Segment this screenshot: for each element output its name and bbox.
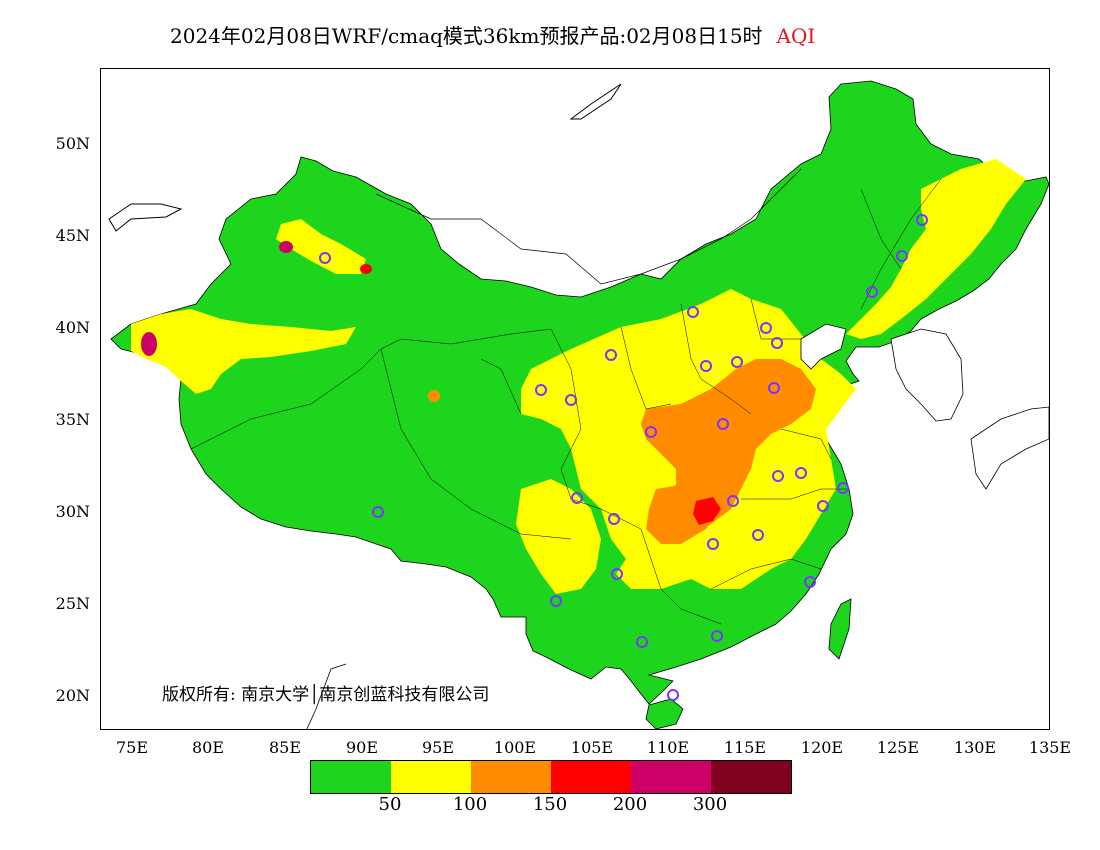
bohai-sea: [800, 323, 847, 370]
hotspot-urumqi: [279, 241, 293, 253]
aqi-legend: [310, 760, 792, 794]
city-marker: [771, 337, 783, 349]
legend-label-50: 50: [378, 794, 402, 815]
city-marker: [645, 426, 657, 438]
legend-label-200: 200: [612, 794, 648, 815]
city-marker: [372, 506, 384, 518]
city-marker: [700, 360, 712, 372]
south-asia-coast: [306, 663, 347, 729]
lon-label-105e: 105E: [570, 738, 614, 757]
lon-label-80e: 80E: [191, 738, 225, 757]
usg-region-hubei: [646, 484, 721, 544]
korea-peninsula: [890, 328, 964, 422]
city-marker: [731, 356, 743, 368]
city-markers: [319, 214, 928, 701]
mongolia-border: [375, 168, 802, 285]
city-marker: [711, 630, 723, 642]
legend-swatch-usg: [471, 761, 551, 793]
legend-swatch-good: [311, 761, 391, 793]
city-marker: [817, 500, 829, 512]
city-marker: [752, 529, 764, 541]
city-marker: [687, 306, 699, 318]
city-marker: [772, 470, 784, 482]
lon-label-100e: 100E: [493, 738, 537, 757]
lat-label-40n: 40N: [55, 318, 90, 337]
lon-label-90e: 90E: [345, 738, 379, 757]
city-marker: [717, 418, 729, 430]
lat-label-20n: 20N: [55, 686, 90, 705]
lat-label-45n: 45N: [55, 226, 90, 245]
province-boundaries: [190, 178, 942, 625]
city-marker: [636, 636, 648, 648]
unhealthy-region-hunan: [693, 497, 721, 525]
map-title: 2024年02月08日WRF/cmaq模式36km预报产品:02月08日15时 A…: [170, 20, 815, 49]
legend-swatch-very-unhealthy: [631, 761, 711, 793]
city-marker: [535, 384, 547, 396]
lat-label-50n: 50N: [55, 134, 90, 153]
city-marker: [605, 349, 617, 361]
hotspot-turpan: [360, 264, 372, 274]
lon-label-135e: 135E: [1028, 738, 1072, 757]
lat-label-35n: 35N: [55, 410, 90, 429]
legend-label-150: 150: [532, 794, 568, 815]
taiwan-island: [828, 598, 852, 660]
city-marker: [611, 568, 623, 580]
legend-swatch-unhealthy: [551, 761, 631, 793]
city-marker: [707, 538, 719, 550]
city-marker: [565, 394, 577, 406]
legend-swatch-moderate: [391, 761, 471, 793]
city-marker: [768, 382, 780, 394]
aqi-map: [108, 80, 1049, 729]
legend-label-300: 300: [692, 794, 728, 815]
lon-label-75e: 75E: [115, 738, 149, 757]
japan-islands: [970, 406, 1049, 490]
central-asia-lake: [108, 203, 183, 232]
baikal-lake: [569, 83, 622, 120]
city-marker: [896, 250, 908, 262]
hotspot-kashgar: [141, 332, 157, 356]
city-marker: [727, 495, 739, 507]
map-frame: [100, 68, 1050, 730]
lat-label-25n: 25N: [55, 594, 90, 613]
city-marker: [804, 576, 816, 588]
city-marker: [319, 252, 331, 264]
lon-label-130e: 130E: [953, 738, 997, 757]
title-text: 2024年02月08日WRF/cmaq模式36km预报产品:02月08日15时: [170, 24, 763, 48]
moderate-region-xinjiang: [131, 309, 356, 394]
lat-label-30n: 30N: [55, 502, 90, 521]
moderate-region-north-xinjiang: [276, 219, 366, 274]
city-marker: [760, 322, 772, 334]
lon-label-85e: 85E: [268, 738, 302, 757]
city-marker: [837, 482, 849, 494]
hotspot-qinghai: [428, 390, 440, 402]
title-variable: AQI: [776, 24, 816, 48]
lon-label-115e: 115E: [723, 738, 767, 757]
lon-label-95e: 95E: [421, 738, 455, 757]
lon-label-125e: 125E: [876, 738, 920, 757]
city-marker: [667, 689, 679, 701]
lon-label-110e: 110E: [646, 738, 690, 757]
city-marker: [866, 286, 878, 298]
city-marker: [795, 467, 807, 479]
lon-label-120e: 120E: [800, 738, 844, 757]
copyright-notice: 版权所有: 南京大学│南京创蓝科技有限公司: [162, 685, 490, 705]
legend-swatch-hazardous: [711, 761, 791, 793]
city-marker: [571, 492, 583, 504]
legend-label-100: 100: [452, 794, 488, 815]
city-marker: [608, 513, 620, 525]
hainan-island: [645, 698, 684, 729]
moderate-region-northeast: [846, 159, 1026, 339]
city-marker: [550, 595, 562, 607]
moderate-region-southwest: [516, 479, 601, 594]
city-marker: [916, 214, 928, 226]
